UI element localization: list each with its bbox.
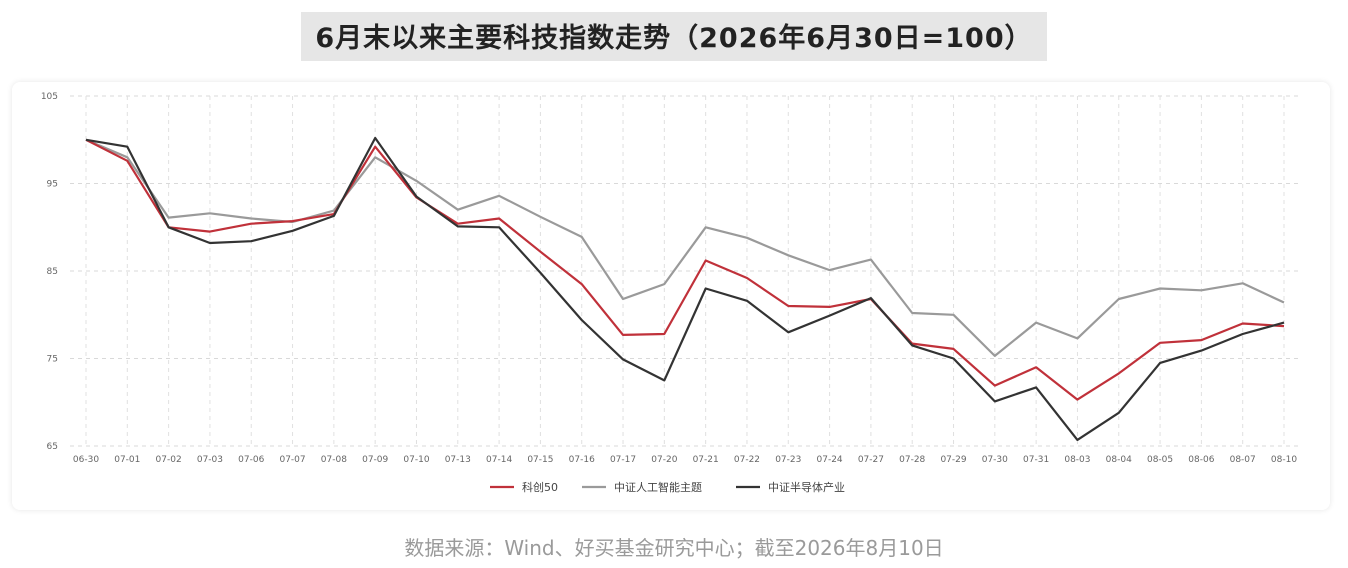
x-tick-label: 08-06 bbox=[1188, 455, 1214, 465]
x-tick-label: 07-27 bbox=[858, 455, 884, 465]
x-tick-label: 06-30 bbox=[73, 455, 99, 465]
x-tick-label: 08-07 bbox=[1230, 455, 1256, 465]
chart-title-wrap: 6月末以来主要科技指数走势（2026年6月30日=100） bbox=[0, 12, 1348, 61]
x-tick-label: 07-13 bbox=[445, 455, 471, 465]
x-tick-label: 07-22 bbox=[734, 455, 760, 465]
series-line-1 bbox=[85, 138, 1285, 357]
x-tick-label: 07-07 bbox=[279, 455, 305, 465]
x-tick-label: 08-04 bbox=[1106, 455, 1132, 465]
chart-card bbox=[12, 82, 1330, 510]
x-tick-label: 07-15 bbox=[527, 455, 553, 465]
x-tick-label: 07-01 bbox=[114, 455, 140, 465]
series-line-2 bbox=[85, 136, 1285, 441]
x-tick-label: 07-08 bbox=[321, 455, 347, 465]
y-tick-label: 85 bbox=[47, 267, 58, 277]
x-tick-label: 07-14 bbox=[486, 455, 512, 465]
x-tick-label: 07-09 bbox=[362, 455, 388, 465]
x-tick-label: 07-23 bbox=[775, 455, 801, 465]
x-tick-label: 08-03 bbox=[1064, 455, 1090, 465]
x-tick-label: 07-10 bbox=[403, 455, 429, 465]
x-tick-label: 07-28 bbox=[899, 455, 925, 465]
legend-label: 中证半导体产业 bbox=[768, 480, 845, 494]
x-tick-label: 07-24 bbox=[817, 455, 843, 465]
y-tick-label: 75 bbox=[47, 355, 58, 365]
legend-label: 科创50 bbox=[522, 480, 558, 494]
x-tick-label: 07-17 bbox=[610, 455, 636, 465]
x-tick-label: 08-10 bbox=[1271, 455, 1297, 465]
x-tick-label: 07-30 bbox=[982, 455, 1008, 465]
x-tick-label: 07-20 bbox=[651, 455, 677, 465]
x-tick-label: 07-31 bbox=[1023, 455, 1049, 465]
x-tick-label: 07-16 bbox=[569, 455, 595, 465]
series-line-0 bbox=[85, 138, 1285, 401]
x-tick-label: 07-03 bbox=[197, 455, 223, 465]
x-tick-label: 07-02 bbox=[156, 455, 182, 465]
x-tick-label: 07-21 bbox=[693, 455, 719, 465]
y-tick-label: 65 bbox=[47, 442, 58, 452]
data-source-note: 数据来源：Wind、好买基金研究中心；截至2026年8月10日 bbox=[404, 536, 944, 560]
x-tick-label: 07-29 bbox=[940, 455, 966, 465]
x-tick-label: 07-06 bbox=[238, 455, 264, 465]
y-tick-label: 105 bbox=[41, 92, 58, 102]
x-tick-label: 08-05 bbox=[1147, 455, 1173, 465]
chart-title: 6月末以来主要科技指数走势（2026年6月30日=100） bbox=[301, 12, 1047, 61]
legend-label: 中证人工智能主题 bbox=[614, 480, 702, 494]
y-tick-label: 95 bbox=[47, 180, 58, 190]
